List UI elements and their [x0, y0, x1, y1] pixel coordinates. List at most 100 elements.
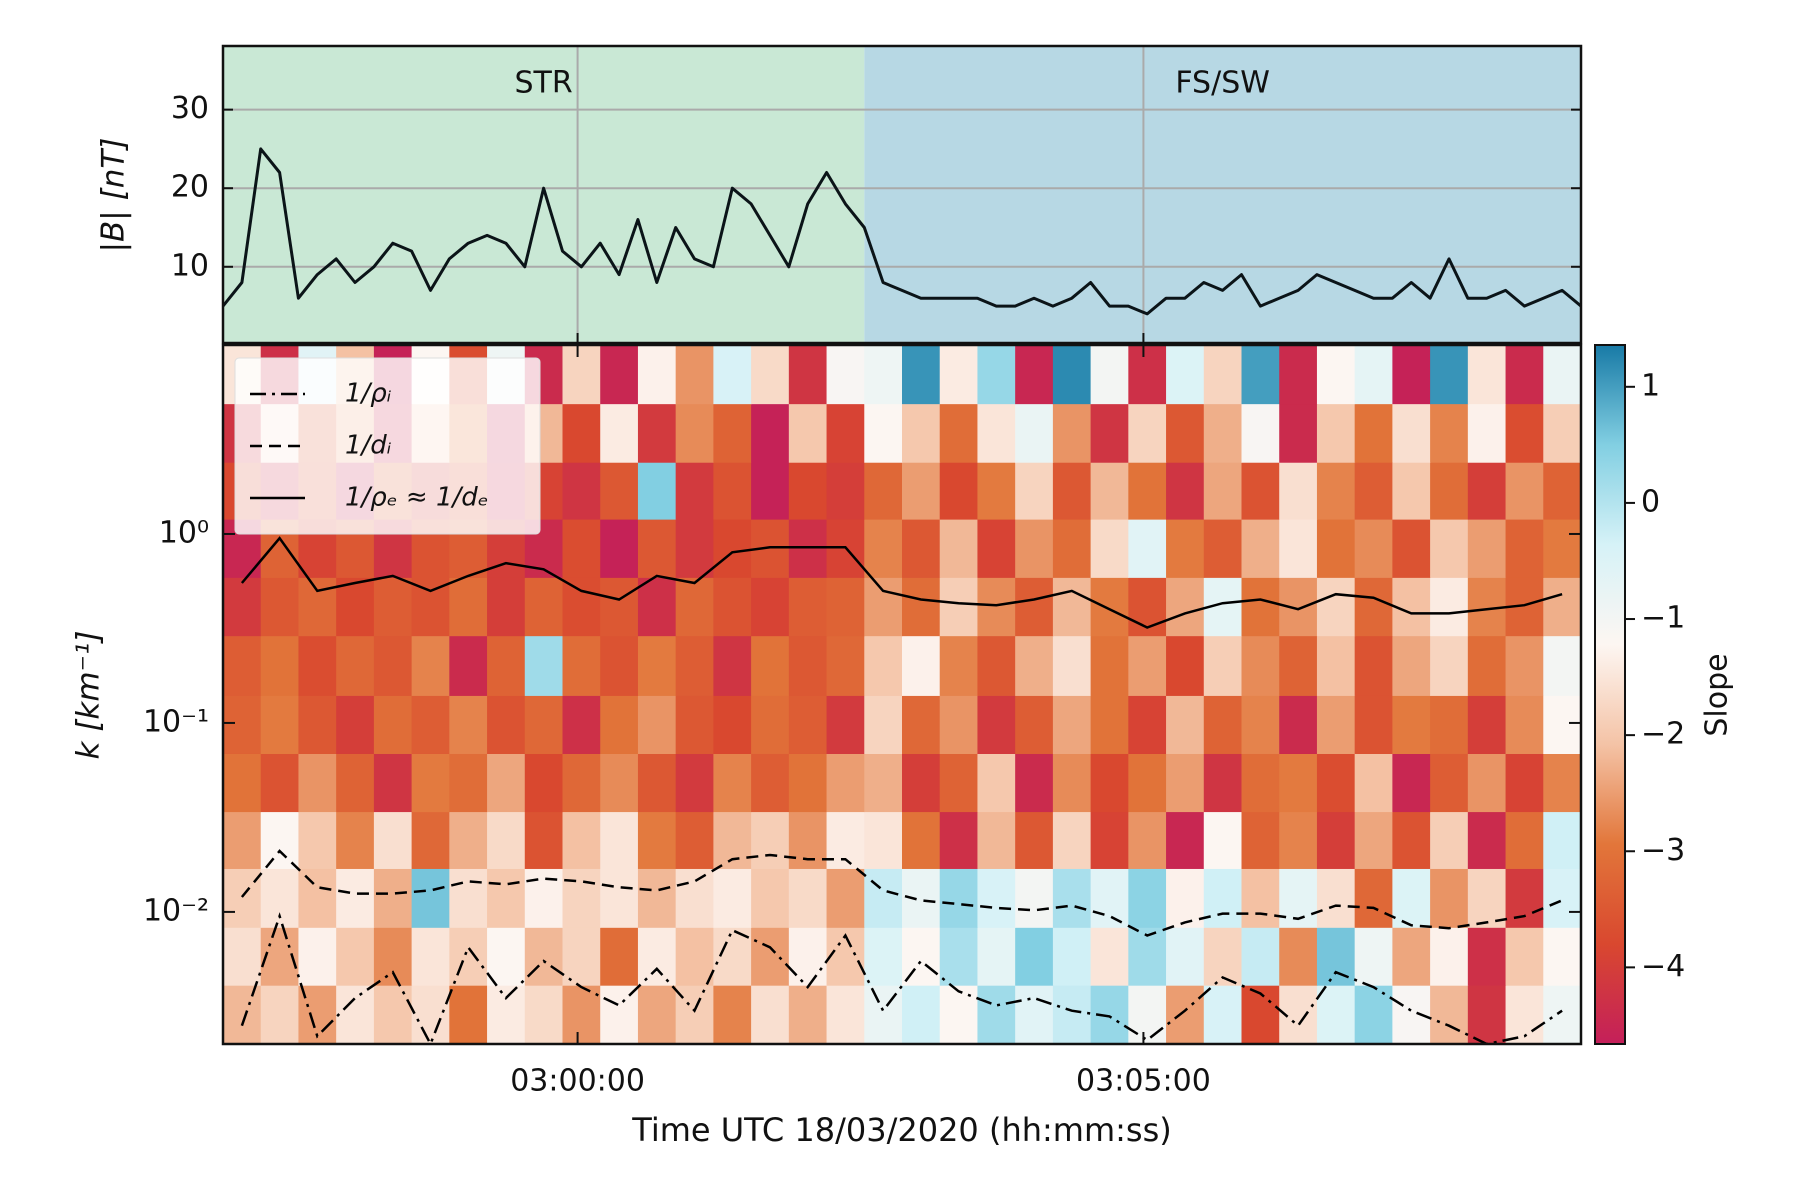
heat-cell	[562, 403, 601, 463]
heat-cell	[751, 635, 790, 696]
heat-cell	[902, 753, 941, 813]
heat-cell	[1279, 345, 1318, 405]
heat-cell	[1430, 868, 1469, 928]
heat-cell	[1241, 462, 1280, 520]
heat-cell	[260, 695, 300, 754]
colorbar	[1594, 344, 1626, 1045]
heat-cell	[826, 695, 865, 754]
heat-cell	[1128, 753, 1167, 813]
heat-cell	[1015, 868, 1054, 928]
heat-cell	[1015, 985, 1054, 1044]
heat-cell	[1392, 635, 1431, 696]
heat-cell	[1316, 695, 1356, 754]
heat-cell	[1354, 577, 1393, 637]
heat-cell	[826, 635, 865, 696]
heat-cell	[675, 635, 714, 696]
heat-cell	[902, 811, 941, 869]
scale-line	[240, 849, 1563, 937]
heat-cell	[1543, 519, 1581, 578]
y-tick-label: 10⁰	[159, 515, 209, 550]
heat-cell	[1052, 635, 1092, 696]
heat-cell	[977, 695, 1016, 754]
heat-cell	[1015, 695, 1054, 754]
heat-cell	[1392, 927, 1431, 986]
heat-cell	[1467, 868, 1507, 928]
heat-cell	[713, 519, 752, 578]
heat-cell	[675, 985, 714, 1044]
heat-cell	[1090, 927, 1129, 986]
heat-cell	[1392, 403, 1431, 463]
heat-cell	[260, 635, 300, 696]
heat-cell	[373, 695, 413, 754]
y-tick-label: 20	[171, 170, 209, 205]
scale-line	[240, 536, 1563, 629]
heat-cell	[864, 927, 903, 986]
heat-cell	[751, 753, 790, 813]
heat-cell	[449, 811, 488, 869]
heat-cell	[1052, 811, 1092, 869]
heat-cell	[336, 868, 375, 928]
heat-cell	[675, 695, 714, 754]
heat-cell	[1430, 985, 1469, 1044]
heat-cell	[713, 635, 752, 696]
heat-cell	[1505, 753, 1544, 813]
plot-frame	[221, 343, 1583, 1046]
heat-cell	[1430, 811, 1469, 869]
heat-cell	[600, 519, 639, 578]
colorbar-tick-label: −4	[1641, 949, 1685, 984]
heat-cell	[373, 985, 413, 1044]
heat-cell	[1166, 519, 1205, 578]
heat-cell	[298, 811, 337, 869]
region-label: STR	[515, 66, 573, 101]
heat-cell	[1505, 345, 1544, 405]
colorbar-tick-label: 0	[1641, 484, 1660, 519]
heat-cell	[1166, 462, 1205, 520]
heat-cell	[223, 753, 262, 813]
heat-cell	[864, 868, 903, 928]
heat-cell	[487, 811, 526, 869]
heat-cell	[1203, 868, 1243, 928]
heat-cell	[1090, 403, 1129, 463]
heat-cell	[1430, 577, 1469, 637]
heat-cell	[1316, 577, 1356, 637]
heat-cell	[637, 985, 677, 1044]
heat-cell	[977, 403, 1016, 463]
heat-cell	[336, 635, 375, 696]
heat-cell	[1505, 462, 1544, 520]
heat-cell	[1052, 345, 1092, 405]
heat-cell	[675, 403, 714, 463]
heat-cell	[1505, 811, 1544, 869]
heat-cell	[1505, 927, 1544, 986]
region-label: FS/SW	[1175, 66, 1270, 101]
heat-cell	[373, 868, 413, 928]
heat-cell	[675, 345, 714, 405]
heat-cell	[600, 811, 639, 869]
heat-cell	[637, 868, 677, 928]
heat-cell	[1166, 403, 1205, 463]
heat-cell	[1392, 577, 1431, 637]
heat-cell	[939, 753, 979, 813]
heat-cell	[864, 635, 903, 696]
heat-cell	[1354, 927, 1393, 986]
heat-cell	[336, 577, 375, 637]
heat-cell	[713, 403, 752, 463]
heat-cell	[298, 695, 337, 754]
heat-cell	[788, 985, 828, 1044]
heat-cell	[373, 811, 413, 869]
heat-cell	[1203, 462, 1243, 520]
heat-cell	[411, 927, 450, 986]
heat-cell	[1241, 403, 1280, 463]
heat-cell	[1203, 403, 1243, 463]
heat-cell	[298, 635, 337, 696]
heat-cell	[1279, 927, 1318, 986]
heat-cell	[1430, 695, 1469, 754]
heat-cell	[1354, 868, 1393, 928]
heat-cell	[1392, 753, 1431, 813]
heat-cell	[1241, 635, 1280, 696]
heat-cell	[600, 635, 639, 696]
heat-cell	[1354, 985, 1393, 1044]
heat-cell	[1241, 753, 1280, 813]
heat-cell	[1203, 635, 1243, 696]
heat-cell	[788, 635, 828, 696]
heat-cell	[1467, 519, 1507, 578]
